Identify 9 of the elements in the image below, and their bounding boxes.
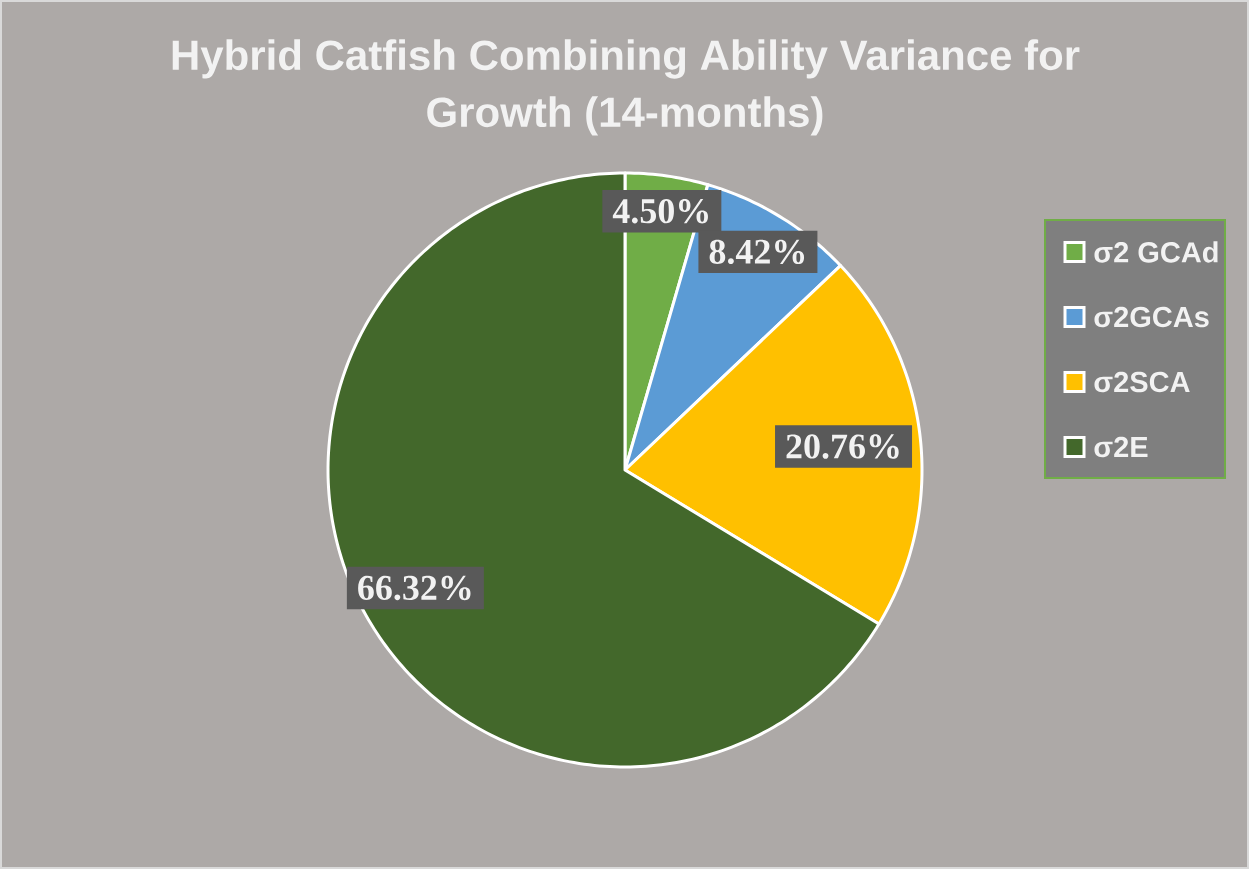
chart-title: Hybrid Catfish Combining Ability Variance for Growth (14-months) xyxy=(172,39,1080,136)
legend-label: σ2SCA xyxy=(1094,371,1190,393)
data-label: 8.42% xyxy=(709,239,805,265)
legend-label: σ2GCAs xyxy=(1094,306,1209,328)
data-label: 20.76% xyxy=(786,434,899,459)
legend-label: σ2E xyxy=(1094,436,1148,458)
legend-label: σ2 GCAd xyxy=(1094,241,1218,263)
data-label: 4.50% xyxy=(612,199,708,224)
data-label: 66.32% xyxy=(358,575,471,601)
